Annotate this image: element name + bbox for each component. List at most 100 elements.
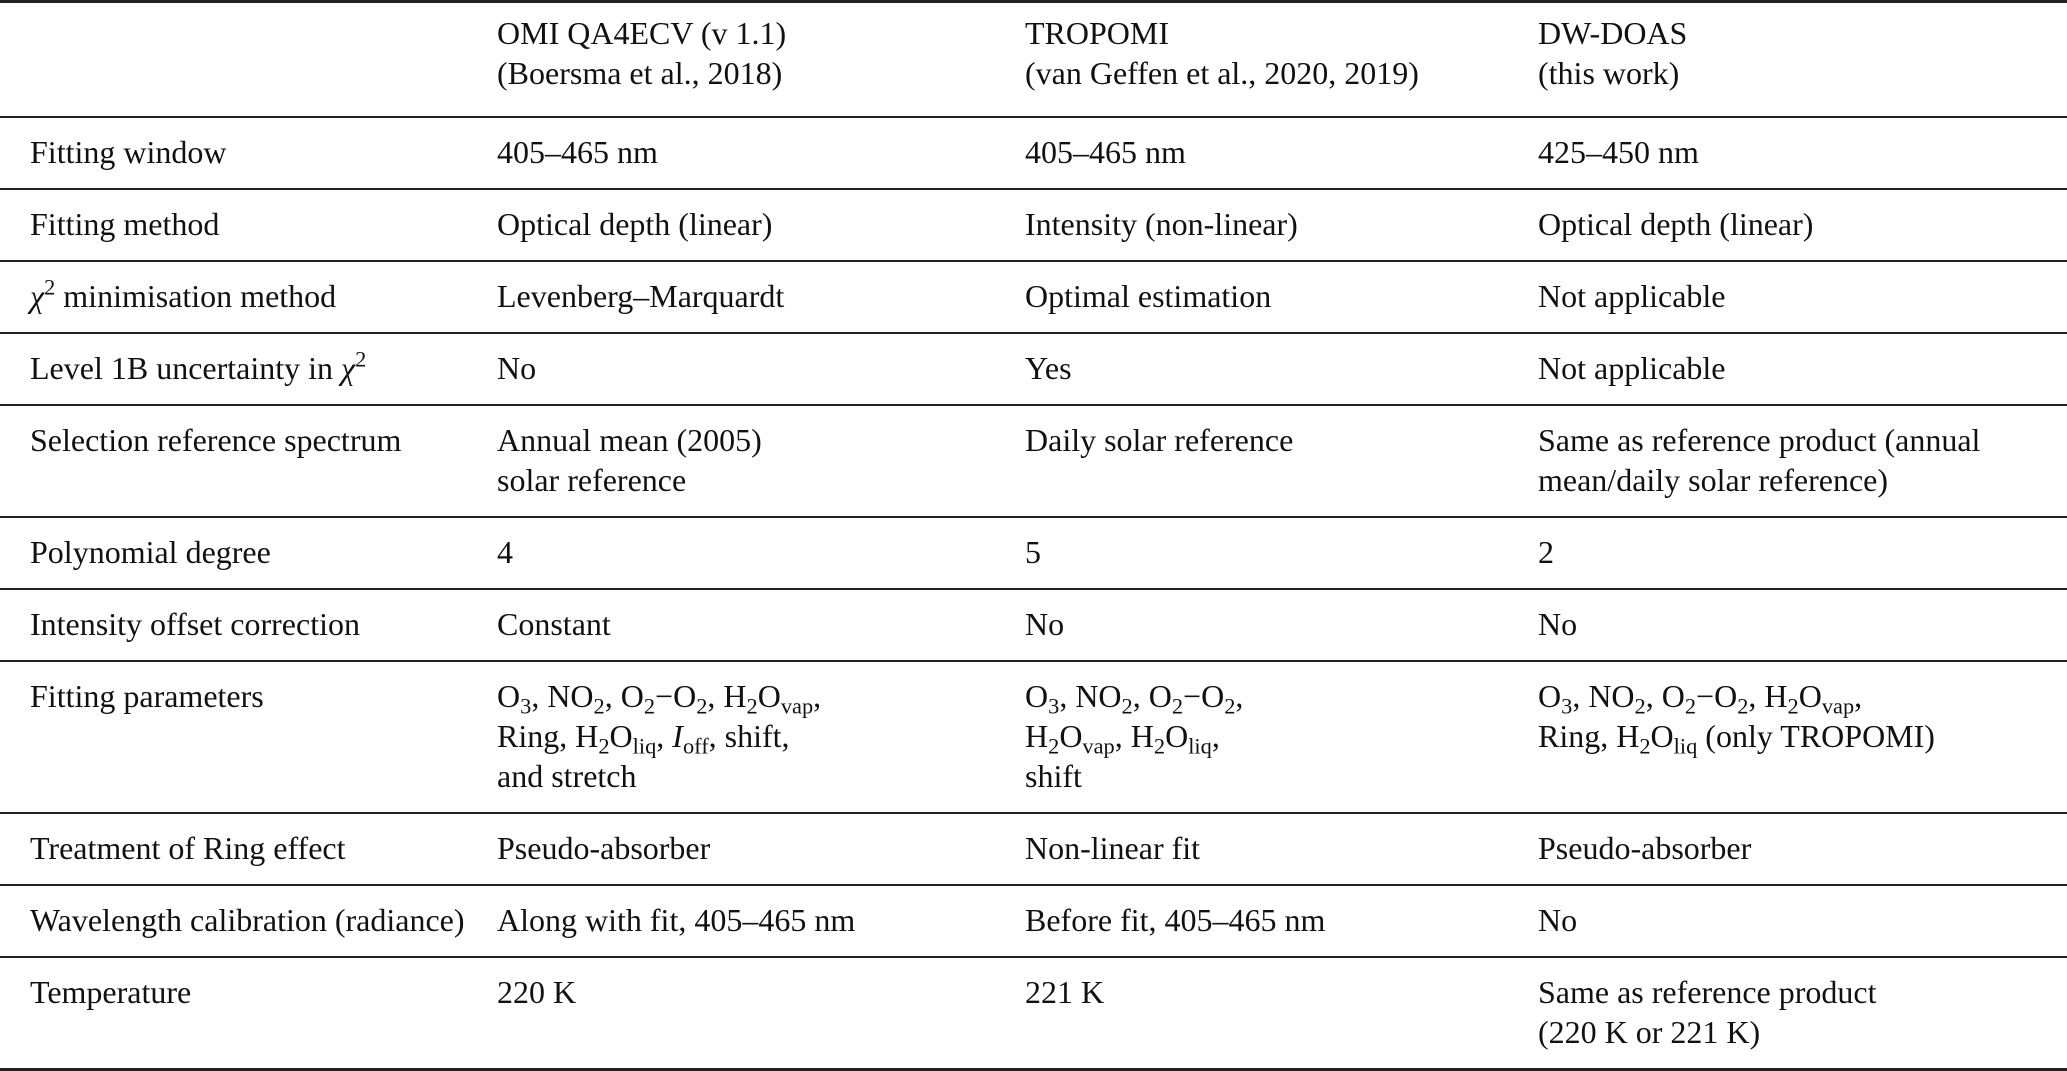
row-label: Intensity offset correction bbox=[0, 589, 497, 662]
cell-text: Yes bbox=[1025, 350, 1072, 386]
cell-line: solar reference bbox=[497, 460, 1025, 500]
cell-text: Daily solar reference bbox=[1025, 422, 1294, 458]
cell-text: −O bbox=[655, 678, 697, 714]
cell-line: Optimal estimation bbox=[1025, 276, 1538, 316]
table-row: Fitting window 405–465 nm 405–465 nm 425–45… bbox=[0, 117, 2067, 190]
table-row: Wavelength calibration (radiance) Along w… bbox=[0, 885, 2067, 958]
cell-line: O3, NO2, O2−O2, bbox=[1025, 676, 1538, 719]
column-header: DW-DOAS (this work) bbox=[1538, 1, 2067, 118]
dwdoas-cell: No bbox=[1538, 885, 2067, 958]
subscript: 2 bbox=[643, 693, 656, 719]
subscript: 3 bbox=[1048, 693, 1060, 719]
row-label: Selection reference spectrum bbox=[0, 405, 497, 518]
cell-text: 4 bbox=[497, 534, 513, 570]
cell-text: Polynomial degree bbox=[30, 534, 271, 570]
cell-text: (van Geffen et al., 2020, 2019) bbox=[1025, 55, 1419, 91]
cell-line: Polynomial degree bbox=[30, 532, 497, 572]
cell-text: , O bbox=[604, 678, 644, 714]
cell-text: , H bbox=[1748, 678, 1788, 714]
cell-text: 405–465 nm bbox=[497, 134, 658, 170]
cell-line: Selection reference spectrum bbox=[30, 420, 497, 460]
cell-text: , O bbox=[1645, 678, 1685, 714]
cell-line: 425–450 nm bbox=[1538, 132, 2067, 172]
cell-line: Treatment of Ring effect bbox=[30, 828, 497, 868]
cell-text: , NO bbox=[1572, 678, 1635, 714]
cell-line: Temperature bbox=[30, 972, 497, 1012]
cell-line: 405–465 nm bbox=[1025, 132, 1538, 172]
cell-line: 5 bbox=[1025, 532, 1538, 572]
cell-text: (only TROPOMI) bbox=[1697, 718, 1935, 754]
dwdoas-cell: 2 bbox=[1538, 517, 2067, 590]
cell-text: No bbox=[497, 350, 537, 386]
tropomi-cell: Daily solar reference bbox=[1025, 405, 1538, 518]
subscript: liq bbox=[632, 733, 657, 759]
table-row: Polynomial degree 4 5 2 bbox=[0, 517, 2067, 590]
cell-text: Optimal estimation bbox=[1025, 278, 1272, 314]
cell-line: Pseudo-absorber bbox=[497, 828, 1025, 868]
row-label: Treatment of Ring effect bbox=[0, 813, 497, 886]
cell-text: Intensity offset correction bbox=[30, 606, 360, 642]
cell-text: , bbox=[1235, 678, 1244, 714]
tropomi-cell: Non-linear fit bbox=[1025, 813, 1538, 886]
subscript: 2 bbox=[1639, 733, 1651, 759]
cell-text: solar reference bbox=[497, 462, 687, 498]
omi-cell: Along with fit, 405–465 nm bbox=[497, 885, 1025, 958]
cell-line: Same as reference product (annual bbox=[1538, 420, 2067, 460]
cell-line: Intensity (non-linear) bbox=[1025, 204, 1538, 244]
cell-line: (this work) bbox=[1538, 53, 2067, 93]
superscript: 2 bbox=[44, 274, 56, 300]
tropomi-cell: O3, NO2, O2−O2, H2Ovap, H2Oliq, shift bbox=[1025, 661, 1538, 814]
row-label: Polynomial degree bbox=[0, 517, 497, 590]
omi-cell: Pseudo-absorber bbox=[497, 813, 1025, 886]
subscript: 2 bbox=[1171, 693, 1184, 719]
cell-text: H bbox=[1025, 718, 1049, 754]
cell-text: , NO bbox=[1059, 678, 1122, 714]
cell-text: Temperature bbox=[30, 974, 192, 1010]
cell-line: DW-DOAS bbox=[1538, 13, 2067, 53]
dwdoas-cell: No bbox=[1538, 589, 2067, 662]
cell-text: OMI QA4ECV (v 1.1) bbox=[497, 15, 787, 51]
cell-line: 220 K bbox=[497, 972, 1025, 1012]
cell-line: χ2 minimisation method bbox=[30, 276, 497, 316]
tropomi-cell: Yes bbox=[1025, 333, 1538, 406]
cell-line: Daily solar reference bbox=[1025, 420, 1538, 460]
omi-cell: Constant bbox=[497, 589, 1025, 662]
cell-text: and stretch bbox=[497, 758, 637, 794]
cell-text: , O bbox=[1132, 678, 1172, 714]
subscript: off bbox=[682, 733, 709, 759]
tropomi-cell: 405–465 nm bbox=[1025, 117, 1538, 190]
tropomi-cell: Intensity (non-linear) bbox=[1025, 189, 1538, 262]
cell-line: (220 K or 221 K) bbox=[1538, 1012, 2067, 1052]
subscript: 2 bbox=[1787, 693, 1799, 719]
cell-text: , bbox=[1211, 718, 1220, 754]
omi-cell: O3, NO2, O2−O2, H2Ovap, Ring, H2Oliq, Iof… bbox=[497, 661, 1025, 814]
tropomi-cell: 221 K bbox=[1025, 957, 1538, 1071]
table-row: χ2 minimisation method Levenberg–Marquard… bbox=[0, 261, 2067, 334]
cell-text: , shift, bbox=[708, 718, 790, 754]
cell-text: O bbox=[609, 718, 633, 754]
tropomi-cell: No bbox=[1025, 589, 1538, 662]
table-row: Selection reference spectrum Annual mean … bbox=[0, 405, 2067, 518]
cell-text: Pseudo-absorber bbox=[1538, 830, 1752, 866]
cell-line: 405–465 nm bbox=[497, 132, 1025, 172]
cell-text: Level 1B uncertainty in bbox=[30, 350, 342, 386]
cell-line: Before fit, 405–465 nm bbox=[1025, 900, 1538, 940]
cell-text: Same as reference product bbox=[1538, 974, 1877, 1010]
omi-cell: Levenberg–Marquardt bbox=[497, 261, 1025, 334]
cell-text: TROPOMI bbox=[1025, 15, 1170, 51]
cell-text: minimisation method bbox=[55, 278, 337, 314]
cell-line: No bbox=[1538, 604, 2067, 644]
subscript: 2 bbox=[1048, 733, 1060, 759]
cell-text: O bbox=[1025, 678, 1049, 714]
cell-text: −O bbox=[1696, 678, 1738, 714]
cell-line: O3, NO2, O2−O2, H2Ovap, bbox=[1538, 676, 2067, 719]
cell-line: Ring, H2Oliq (only TROPOMI) bbox=[1538, 716, 2067, 759]
subscript: 2 bbox=[696, 693, 708, 719]
table-row: Intensity offset correction Constant No No bbox=[0, 589, 2067, 662]
cell-line: Not applicable bbox=[1538, 348, 2067, 388]
subscript: vap bbox=[1821, 693, 1855, 719]
row-label: Temperature bbox=[0, 957, 497, 1071]
omi-cell: No bbox=[497, 333, 1025, 406]
cell-text: Along with fit, 405–465 nm bbox=[497, 902, 856, 938]
tropomi-cell: Optimal estimation bbox=[1025, 261, 1538, 334]
